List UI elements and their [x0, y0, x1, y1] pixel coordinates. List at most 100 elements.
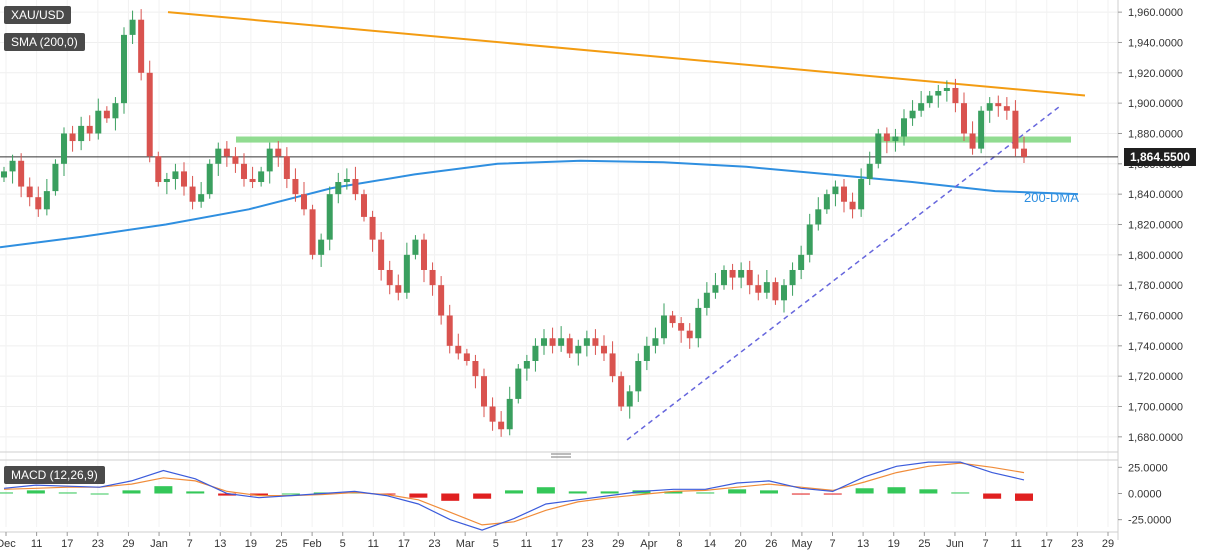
- candle: [275, 141, 282, 167]
- candles: [1, 9, 1027, 437]
- dma-annotation: 200-DMA: [1024, 190, 1079, 205]
- x-tick-label: Jun: [946, 538, 964, 550]
- candle-body: [523, 360, 530, 369]
- candle-body: [892, 136, 899, 142]
- candle: [361, 189, 367, 222]
- candle: [223, 141, 230, 167]
- candle-body: [901, 118, 907, 137]
- candle-body: [43, 191, 50, 210]
- candle: [815, 197, 822, 231]
- candle-body: [86, 125, 93, 134]
- x-tick-label: 25: [918, 538, 930, 550]
- candle-body: [943, 87, 950, 92]
- x-tick-label: 14: [704, 538, 716, 550]
- candle-body: [318, 239, 325, 255]
- x-tick-label: Apr: [640, 538, 657, 550]
- candle: [249, 166, 256, 189]
- candle-body: [592, 338, 599, 346]
- candle-body: [532, 345, 539, 361]
- candle: [901, 109, 907, 146]
- candle: [378, 232, 385, 281]
- macd-histogram-bar: [919, 489, 938, 494]
- candle: [703, 282, 710, 316]
- candle-body: [883, 133, 890, 142]
- candle-body: [738, 269, 745, 278]
- candle-body: [935, 91, 942, 96]
- x-tick-label: 19: [245, 538, 257, 550]
- candle: [935, 84, 942, 108]
- candle-body: [618, 376, 625, 407]
- sma-200-line: [0, 159, 1079, 249]
- macd-histogram-bar: [58, 492, 77, 494]
- candle-body: [352, 178, 359, 195]
- symbol-legend[interactable]: XAU/USD: [4, 6, 72, 24]
- candle-body: [206, 163, 213, 195]
- candle-body: [995, 103, 1002, 107]
- candle: [961, 92, 967, 142]
- candle: [1012, 100, 1019, 157]
- candle-body: [986, 103, 993, 111]
- sma-legend-label: SMA (200,0): [11, 35, 78, 49]
- candle-body: [763, 282, 770, 293]
- candle: [652, 327, 659, 354]
- candle: [1, 166, 7, 183]
- candle-body: [146, 72, 153, 157]
- x-tick-label: 17: [398, 538, 410, 550]
- candle: [832, 180, 839, 207]
- candle: [472, 354, 479, 389]
- sma-legend[interactable]: SMA (200,0): [4, 33, 85, 51]
- candle-body: [961, 103, 967, 134]
- candle-body: [95, 110, 102, 134]
- candle: [112, 97, 119, 131]
- x-tick-label: 20: [735, 538, 747, 550]
- candle-body: [283, 156, 290, 179]
- candle: [721, 265, 727, 290]
- candle-body: [61, 133, 67, 164]
- candle: [772, 277, 779, 305]
- candle: [301, 182, 307, 216]
- candle: [1003, 97, 1010, 120]
- macd-histogram-bar: [855, 488, 874, 494]
- candle: [181, 162, 187, 196]
- candle: [1021, 136, 1027, 163]
- macd-histogram-bar: [728, 489, 747, 494]
- candle-body: [558, 338, 565, 346]
- macd-histogram-bar: [218, 493, 237, 496]
- candle: [952, 78, 959, 113]
- y-tick-label: 1,760.0000: [1128, 310, 1183, 322]
- candle: [103, 106, 110, 123]
- x-tick-label: Feb: [303, 538, 322, 550]
- candle-body: [172, 171, 179, 179]
- candle-body: [583, 338, 590, 346]
- candle: [52, 159, 59, 196]
- candle: [583, 330, 590, 357]
- candle: [549, 327, 556, 354]
- candle: [206, 159, 213, 199]
- candle-body: [721, 269, 727, 286]
- candle: [909, 100, 916, 126]
- candle-body: [969, 133, 976, 149]
- candle: [892, 128, 899, 152]
- candle-body: [52, 163, 59, 192]
- candle: [849, 192, 856, 219]
- x-tick-label: 23: [92, 538, 104, 550]
- x-tick-label: 17: [1041, 538, 1053, 550]
- pane-resize-handle[interactable]: [551, 453, 571, 458]
- candle: [669, 310, 676, 328]
- y-tick-label: 1,800.0000: [1128, 250, 1183, 262]
- y-tick-label: 1,960.0000: [1128, 7, 1183, 19]
- candle: [326, 186, 333, 251]
- macd-legend[interactable]: MACD (12,26,9): [4, 466, 105, 484]
- x-tick-label: Dec: [0, 538, 16, 550]
- macd-histogram-bar: [505, 490, 523, 494]
- candle-body: [378, 239, 385, 270]
- candle: [198, 182, 205, 208]
- candle-body: [489, 406, 496, 422]
- y-tick-label: 1,820.0000: [1128, 219, 1183, 231]
- candle-body: [369, 216, 376, 240]
- macd-histogram-bar: [90, 493, 109, 495]
- macd-histogram-bar: [473, 493, 492, 499]
- macd-histogram-bar: [983, 493, 1002, 499]
- candle: [866, 151, 873, 186]
- macd-histogram-bar: [664, 491, 683, 494]
